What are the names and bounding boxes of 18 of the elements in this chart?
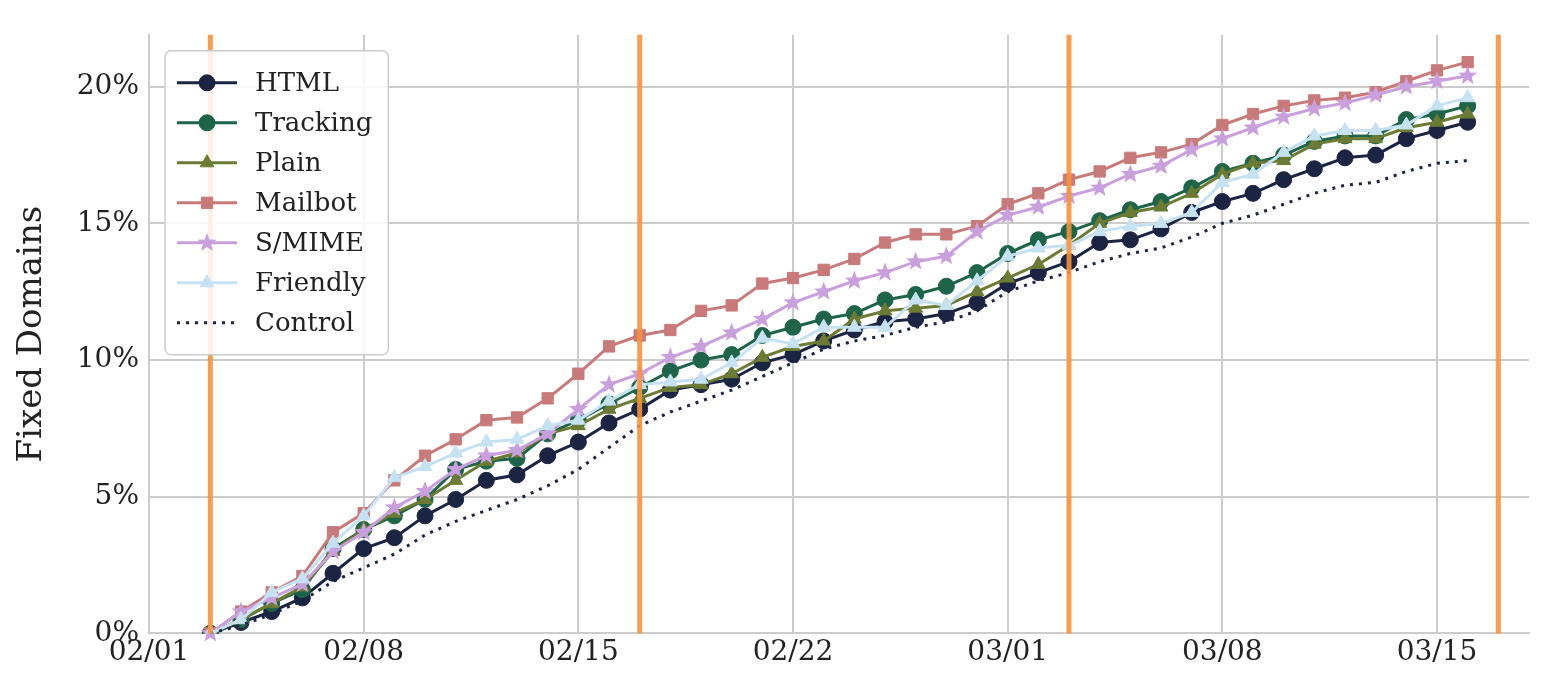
legend-label: Friendly bbox=[255, 266, 366, 297]
legend-label: Mailbot bbox=[255, 186, 358, 217]
y-tick-label: 20% bbox=[76, 68, 140, 102]
x-tick-label: 03/15 bbox=[1396, 634, 1478, 668]
legend-label: Plain bbox=[255, 146, 322, 177]
y-tick-label: 10% bbox=[76, 341, 140, 375]
legend-label: S/MIME bbox=[255, 226, 365, 257]
x-tick-label: 03/08 bbox=[1181, 634, 1263, 668]
legend-label: HTML bbox=[255, 66, 339, 97]
x-tick-label: 02/22 bbox=[752, 634, 834, 668]
y-tick-label: 15% bbox=[76, 204, 140, 238]
legend-label: Control bbox=[255, 306, 355, 337]
x-tick-label: 03/01 bbox=[967, 634, 1049, 668]
legend-label: Tracking bbox=[255, 106, 373, 137]
x-tick-label: 02/08 bbox=[323, 634, 405, 668]
y-tick-label: 5% bbox=[94, 478, 140, 512]
x-tick-label: 02/15 bbox=[538, 634, 619, 668]
y-axis-title: Fixed Domains bbox=[9, 205, 50, 463]
